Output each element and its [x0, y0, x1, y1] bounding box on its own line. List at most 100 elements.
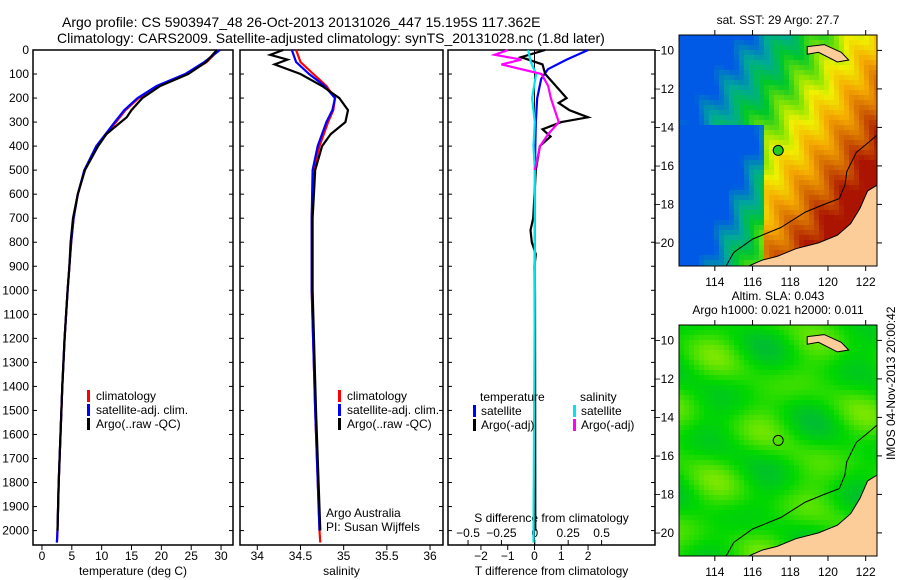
x-tick-label: 20	[155, 549, 169, 563]
map-cell	[789, 165, 794, 170]
map-cell	[804, 150, 809, 155]
map-cell	[839, 500, 844, 505]
map-cell	[799, 135, 804, 140]
map-cell	[859, 385, 864, 390]
map-cell	[774, 155, 779, 160]
legend-swatch	[338, 390, 341, 402]
map-cell	[729, 450, 734, 455]
map-cell	[754, 545, 759, 550]
map-cell	[799, 60, 804, 65]
map-cell	[799, 445, 804, 450]
map-cell	[754, 180, 759, 185]
map-cell	[834, 485, 839, 490]
map-cell	[779, 485, 784, 490]
map-cell	[709, 175, 714, 180]
map-cell	[799, 55, 804, 60]
map-cell	[874, 450, 877, 455]
map-cell	[774, 405, 779, 410]
map-cell	[719, 345, 724, 350]
x-axis-label: salinity	[323, 564, 360, 578]
map-cell	[689, 115, 694, 120]
map-cell	[749, 90, 754, 95]
map-cell	[744, 130, 749, 135]
map-cell	[694, 535, 699, 540]
map-cell	[689, 510, 694, 515]
map-cell	[859, 415, 864, 420]
map-cell	[834, 410, 839, 415]
map-cell	[679, 530, 684, 535]
map-cell	[779, 235, 784, 240]
map-cell	[784, 230, 789, 235]
map-cell	[789, 235, 794, 240]
map-cell	[814, 185, 819, 190]
map-cell	[754, 420, 759, 425]
map-cell	[859, 345, 864, 350]
map-cell	[764, 455, 769, 460]
map-cell	[729, 525, 734, 530]
salinity-frame	[239, 49, 444, 546]
map-cell	[749, 140, 754, 145]
map-cell	[699, 75, 704, 80]
map-cell	[734, 330, 739, 335]
map-cell	[744, 135, 749, 140]
map-cell	[814, 115, 819, 120]
map-cell	[794, 525, 799, 530]
map-cell	[714, 210, 719, 215]
map-cell	[774, 390, 779, 395]
map-cell	[679, 550, 684, 555]
map-cell	[699, 35, 704, 40]
map-cell	[749, 40, 754, 45]
map-cell	[764, 80, 769, 85]
map-cell	[859, 490, 864, 495]
map-cell	[869, 440, 874, 445]
map-cell	[679, 515, 684, 520]
map-cell	[809, 185, 814, 190]
map-cell	[749, 520, 754, 525]
map-cell	[709, 260, 714, 265]
map-cell	[729, 365, 734, 370]
map-cell	[824, 415, 829, 420]
map-cell	[874, 120, 877, 125]
map-cell	[759, 165, 764, 170]
map-cell	[864, 155, 869, 160]
map-cell	[804, 360, 809, 365]
map-cell	[769, 235, 774, 240]
map-cell	[714, 495, 719, 500]
map-cell	[724, 50, 729, 55]
map-cell	[694, 140, 699, 145]
map-cell	[679, 215, 684, 220]
map-cell	[819, 190, 824, 195]
map-cell	[794, 485, 799, 490]
map-cell	[849, 375, 854, 380]
map-cell	[699, 155, 704, 160]
map-cell	[759, 360, 764, 365]
map-cell	[734, 130, 739, 135]
map-cell	[839, 220, 844, 225]
map-cell	[709, 345, 714, 350]
map-cell	[724, 75, 729, 80]
map-title: sat. SST: 29 Argo: 27.7	[717, 13, 840, 27]
map-cell	[704, 120, 709, 125]
map-cell	[794, 150, 799, 155]
map-cell	[769, 345, 774, 350]
map-cell	[714, 410, 719, 415]
map-cell	[769, 460, 774, 465]
map-cell	[749, 245, 754, 250]
map-cell	[704, 530, 709, 535]
map-cell	[734, 425, 739, 430]
map-cell	[694, 435, 699, 440]
map-cell	[809, 395, 814, 400]
map-cell	[679, 330, 684, 335]
map-cell	[689, 185, 694, 190]
map-cell	[834, 230, 839, 235]
map-cell	[824, 365, 829, 370]
map-cell	[679, 190, 684, 195]
map-cell	[809, 505, 814, 510]
map-cell	[739, 70, 744, 75]
map-cell	[764, 35, 769, 40]
map-cell	[774, 40, 779, 45]
map-cell	[799, 150, 804, 155]
map-cell	[734, 335, 739, 340]
map-cell	[869, 105, 874, 110]
map-cell	[714, 220, 719, 225]
